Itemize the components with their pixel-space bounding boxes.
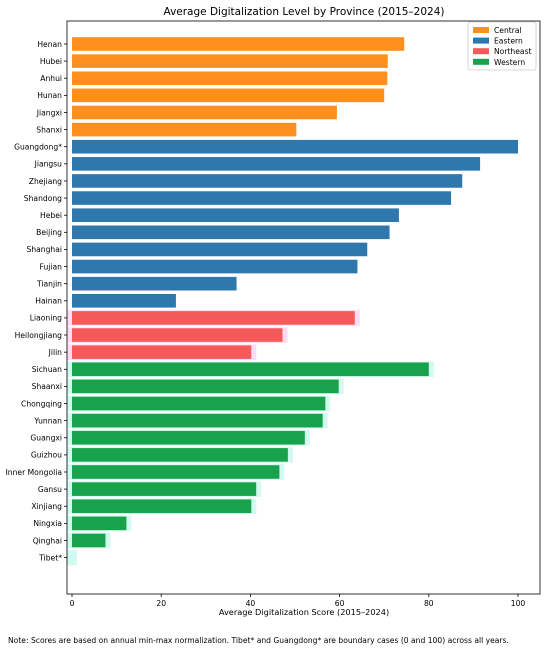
bar-hebei [72, 208, 399, 222]
bar-anhui [72, 71, 388, 86]
y-tick-label-hainan: Hainan [35, 297, 62, 306]
legend-swatch-central [473, 27, 489, 33]
y-tick-label-shanghai: Shanghai [27, 245, 63, 254]
x-tick-label-20: 20 [156, 599, 166, 608]
bar-guangxi [72, 430, 305, 445]
legend-swatch-western [473, 58, 489, 65]
y-tick-label-jiangxi: Jiangxi [36, 108, 62, 117]
y-tick-label-tianjin: Tianjin [36, 279, 62, 288]
y-tick-label-henan: Henan [37, 40, 62, 49]
y-tick-label-gansu: Gansu [38, 485, 62, 494]
y-tick-label-liaoning: Liaoning [30, 314, 62, 323]
bar-hunan [72, 88, 385, 103]
plot-frame [66, 20, 541, 595]
y-tick-label-chongqing: Chongqing [21, 399, 62, 408]
y-tick-label-hubei: Hubei [40, 57, 62, 66]
y-tick-label-shanxi: Shanxi [36, 125, 62, 134]
x-axis-label: Average Digitalization Score (2015–2024) [219, 607, 389, 617]
y-tick-label-shaanxi: Shaanxi [32, 382, 62, 391]
y-tick-label-tibet: Tibet* [38, 553, 62, 562]
y-axis: Henan Hubei Anhui Hunan Jiangxi Shanxi Guangdo… [6, 40, 67, 562]
bar-hainan [72, 294, 176, 308]
legend-label-central: Central [494, 26, 522, 35]
y-tick-label-fujian: Fujian [40, 262, 63, 271]
y-tick-label-inner-mongolia: Inner Mongolia [6, 468, 62, 477]
y-tick-label-heilongjiang: Heilongjiang [15, 331, 63, 340]
bar-yunnan [72, 413, 323, 428]
y-tick-label-anhui: Anhui [40, 74, 62, 83]
bar-fujian [72, 259, 358, 274]
y-tick-label-beijing: Beijing [36, 228, 62, 237]
bar-zhejiang [72, 174, 463, 188]
y-tick-label-yunnan: Yunnan [33, 416, 62, 425]
bar-heilongjiang [72, 328, 283, 342]
y-tick-label-shandong: Shandong [24, 194, 62, 203]
y-tick-label-guangdong: Guangdong* [14, 143, 62, 152]
bar-henan [72, 37, 405, 51]
y-tick-label-xinjiang: Xinjiang [31, 502, 62, 511]
x-tick-label-80: 80 [424, 599, 434, 608]
x-tick-label-100: 100 [511, 599, 526, 608]
bar-jilin [72, 345, 252, 359]
x-axis: 0 20 40 60 80 100 [70, 594, 526, 608]
bar-shanxi [72, 122, 297, 137]
bar-shaanxi [72, 379, 339, 394]
y-tick-label-jilin: Jilin [48, 348, 63, 357]
bar-gansu [72, 482, 257, 496]
bar-tianjin [72, 276, 237, 291]
bar-hubei [72, 54, 388, 68]
chart-note: Note: Scores are based on annual min-max… [8, 636, 509, 645]
bar-guangdong [72, 139, 518, 154]
x-tick-label-40: 40 [246, 599, 256, 608]
bar-shandong [72, 191, 452, 205]
y-tick-label-jiangsu: Jiangsu [34, 160, 63, 169]
bars [72, 37, 518, 548]
bar-chongqing [72, 396, 326, 411]
legend-swatch-northeast [473, 48, 489, 55]
legend-label-eastern: Eastern [494, 37, 523, 46]
bar-shanghai [72, 242, 368, 257]
bar-ningxia [72, 516, 127, 531]
y-tick-label-guizhou: Guizhou [31, 451, 62, 460]
bar-band-tibet [67, 549, 77, 566]
y-tick-label-sichuan: Sichuan [32, 365, 62, 374]
y-tick-label-guangxi: Guangxi [30, 434, 62, 443]
legend-label-northeast: Northeast [494, 47, 532, 56]
chart-title: Average Digitalization Level by Province… [164, 6, 445, 18]
bar-jiangxi [72, 105, 337, 120]
legend-label-western: Western [494, 58, 525, 67]
bar-jiangsu [72, 157, 481, 171]
bar-inner-mongolia [72, 465, 280, 479]
bar-sichuan [72, 362, 429, 377]
legend-swatch-eastern [473, 37, 489, 44]
y-tick-label-qinghai: Qinghai [33, 536, 62, 545]
bar-beijing [72, 225, 390, 240]
y-tick-label-hebei: Hebei [40, 211, 62, 220]
y-tick-label-hunan: Hunan [37, 91, 62, 100]
bar-guizhou [72, 448, 288, 462]
x-tick-label-60: 60 [335, 599, 345, 608]
x-tick-label-0: 0 [70, 599, 75, 608]
legend-box [467, 21, 537, 71]
y-tick-label-ningxia: Ningxia [33, 519, 62, 528]
bar-qinghai [72, 533, 106, 548]
y-tick-label-zhejiang: Zhejiang [29, 177, 62, 186]
bar-xinjiang [72, 499, 252, 514]
bar-liaoning [72, 311, 355, 325]
